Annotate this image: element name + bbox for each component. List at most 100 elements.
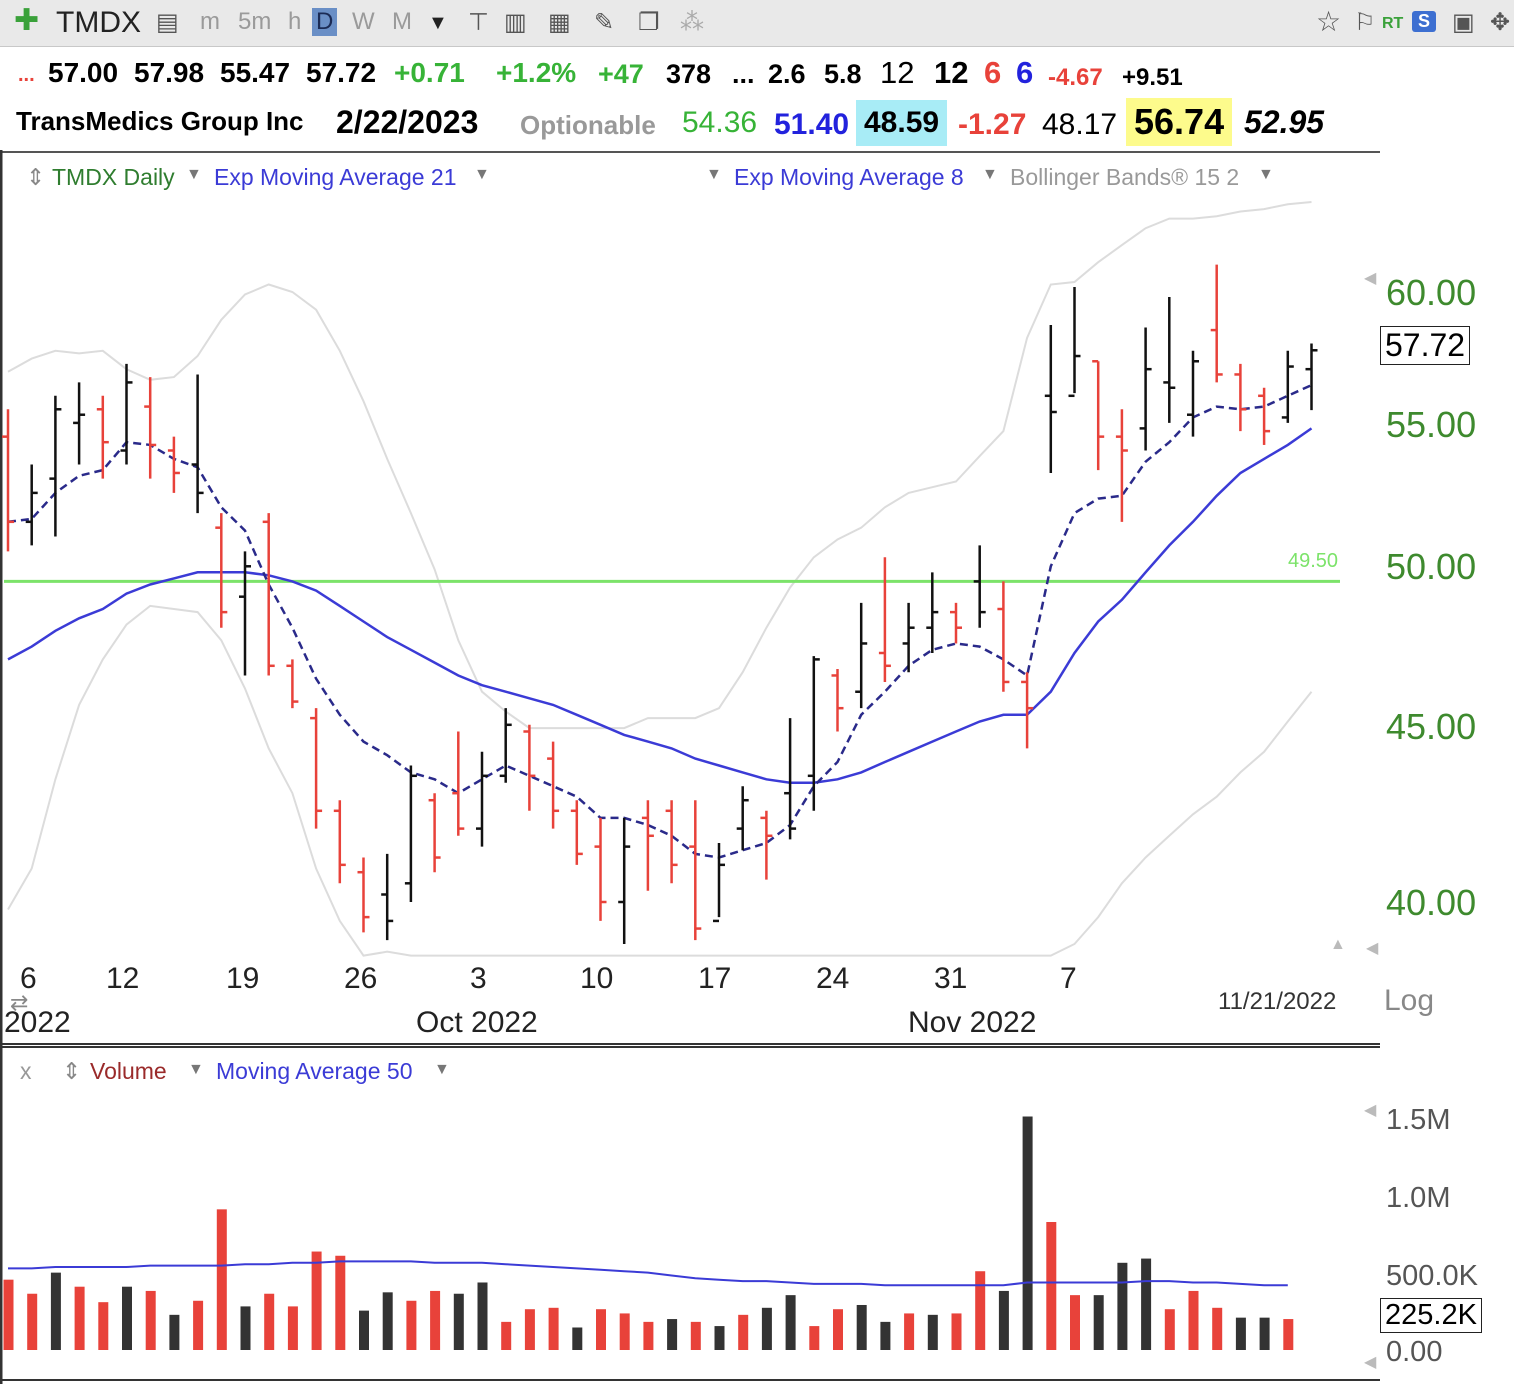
y-tick-label: 40.00 (1386, 882, 1477, 923)
volume-bar (975, 1271, 986, 1350)
quote-change-pct: +1.2% (496, 57, 577, 88)
volume-bar (1259, 1317, 1270, 1350)
price-bar (950, 602, 962, 644)
price-bar (144, 377, 157, 479)
scroll-up-icon[interactable]: ◀ (1364, 270, 1377, 287)
bar-chart-icon[interactable]: ▥ (504, 9, 527, 36)
price-bar (641, 800, 654, 891)
quote-field-6: 12 (934, 55, 969, 90)
quote-field-7: 6 (984, 55, 1002, 90)
scroll-up-icon[interactable]: ◀ (1364, 1102, 1377, 1119)
save-icon[interactable]: ▣ (1452, 9, 1475, 36)
volume-bar (240, 1306, 251, 1350)
chevron-down-icon[interactable]: ▼ (434, 1061, 450, 1078)
volume-bar (596, 1309, 606, 1350)
quote-field-8: 6 (1016, 55, 1034, 90)
move-handle-icon[interactable]: ⇕ (62, 1058, 82, 1084)
volume-bar (98, 1302, 109, 1350)
volume-bar (880, 1321, 891, 1350)
quote-ellipsis-left: ... (18, 64, 35, 86)
chevron-down-icon[interactable]: ▼ (706, 166, 722, 183)
volume-bar (477, 1282, 488, 1350)
volume-bar (122, 1286, 132, 1350)
copy-icon[interactable]: ❐ (638, 9, 660, 36)
interval-hour[interactable]: h (288, 8, 302, 35)
volume-bar (359, 1310, 369, 1350)
price-bar (1021, 672, 1034, 749)
volume-bar (904, 1313, 915, 1350)
chevron-down-icon[interactable]: ▼ (1258, 166, 1274, 183)
move-icon[interactable]: ✥ (1490, 9, 1511, 36)
interval-weekly[interactable]: W (352, 8, 375, 35)
price-bar (713, 842, 725, 923)
scroll-left-icon[interactable]: ◀ (1366, 940, 1379, 957)
legend-ma50[interactable]: Moving Average 50 (216, 1058, 413, 1084)
x-tick-label: 7 (1060, 962, 1077, 995)
pencil-icon[interactable]: ✎ (594, 9, 615, 36)
price-bar (1115, 409, 1128, 522)
quote2-field-7: 52.95 (1244, 104, 1325, 140)
volume-bar (382, 1292, 393, 1350)
chevron-down-icon[interactable]: ▼ (982, 166, 998, 183)
symbol-field[interactable]: TMDX (56, 6, 141, 39)
price-bar (997, 581, 1010, 692)
price-bar (49, 395, 62, 537)
chevron-down-icon[interactable]: ▼ (188, 1061, 204, 1078)
price-chart[interactable] (0, 150, 1514, 1046)
x-tick-label: 10 (580, 962, 614, 995)
volume-bar (1117, 1262, 1128, 1350)
legend-ema8[interactable]: Exp Moving Average 8 (734, 164, 964, 190)
volume-bar (572, 1327, 583, 1350)
price-bar (736, 786, 749, 851)
scale-toggle[interactable]: Log (1384, 984, 1435, 1017)
volume-bar (1093, 1295, 1104, 1350)
volume-bar (619, 1313, 630, 1350)
legend-symbol[interactable]: TMDX Daily (52, 164, 175, 190)
scroll-down-icon[interactable]: ◀ (1364, 1354, 1377, 1371)
volume-ma50-line (8, 1260, 1288, 1287)
quote-field-4: 5.8 (824, 59, 862, 89)
interval-daily[interactable]: D (312, 8, 338, 36)
dropdown-icon[interactable]: ▼ (428, 12, 448, 34)
volume-bar (643, 1321, 654, 1350)
scroll-arrows-icon[interactable]: ⇄ (10, 990, 29, 1015)
interval-monthly[interactable]: M (392, 8, 412, 35)
share-icon[interactable]: ⁂ (680, 9, 704, 36)
price-bar (618, 817, 631, 944)
price-bar (452, 731, 465, 836)
interval-minute[interactable]: m (200, 8, 220, 35)
chevron-down-icon[interactable]: ▼ (186, 166, 202, 183)
chevron-down-icon[interactable]: ▼ (474, 166, 490, 183)
legend-volume[interactable]: Volume (90, 1058, 167, 1084)
x-tick-label: 6 (20, 962, 37, 995)
s-icon[interactable]: S (1412, 11, 1437, 32)
move-handle-icon[interactable]: ⇕ (26, 164, 46, 190)
chart-type-icon[interactable]: ⊤ (468, 9, 489, 36)
flag-icon[interactable]: ⚐ (1354, 9, 1376, 36)
legend-ema21[interactable]: Exp Moving Average 21 (214, 164, 457, 190)
price-bar (760, 810, 773, 880)
price-bar (381, 853, 394, 941)
volume-bar (501, 1321, 512, 1350)
star-icon[interactable]: ☆ (1316, 6, 1342, 37)
month-label: Oct 2022 (416, 1006, 538, 1039)
volume-bar (311, 1251, 322, 1350)
quote2-field-5: 48.17 (1042, 108, 1118, 141)
volume-bar (74, 1286, 85, 1350)
price-bar (25, 464, 38, 546)
vol-tick-label: 0.00 (1386, 1336, 1443, 1368)
rt-icon[interactable]: RT (1382, 15, 1404, 32)
volume-chart[interactable] (0, 1046, 1514, 1384)
legend-bollinger[interactable]: Bollinger Bands® 15 2 (1010, 164, 1240, 190)
volume-bar (1022, 1116, 1033, 1350)
ema8-line (7, 383, 1313, 859)
month-label: 2022 (4, 1006, 71, 1039)
close-icon[interactable]: x (20, 1058, 32, 1084)
interval-5-minute[interactable]: 5m (238, 8, 272, 35)
scroll-up-icon[interactable]: ▲ (1330, 936, 1346, 953)
volume-bar (1046, 1222, 1057, 1350)
grid-icon[interactable]: ▦ (548, 9, 571, 36)
price-bar (855, 602, 868, 709)
add-icon[interactable]: ✚ (14, 4, 40, 37)
printer-icon[interactable]: ▤ (156, 9, 179, 36)
